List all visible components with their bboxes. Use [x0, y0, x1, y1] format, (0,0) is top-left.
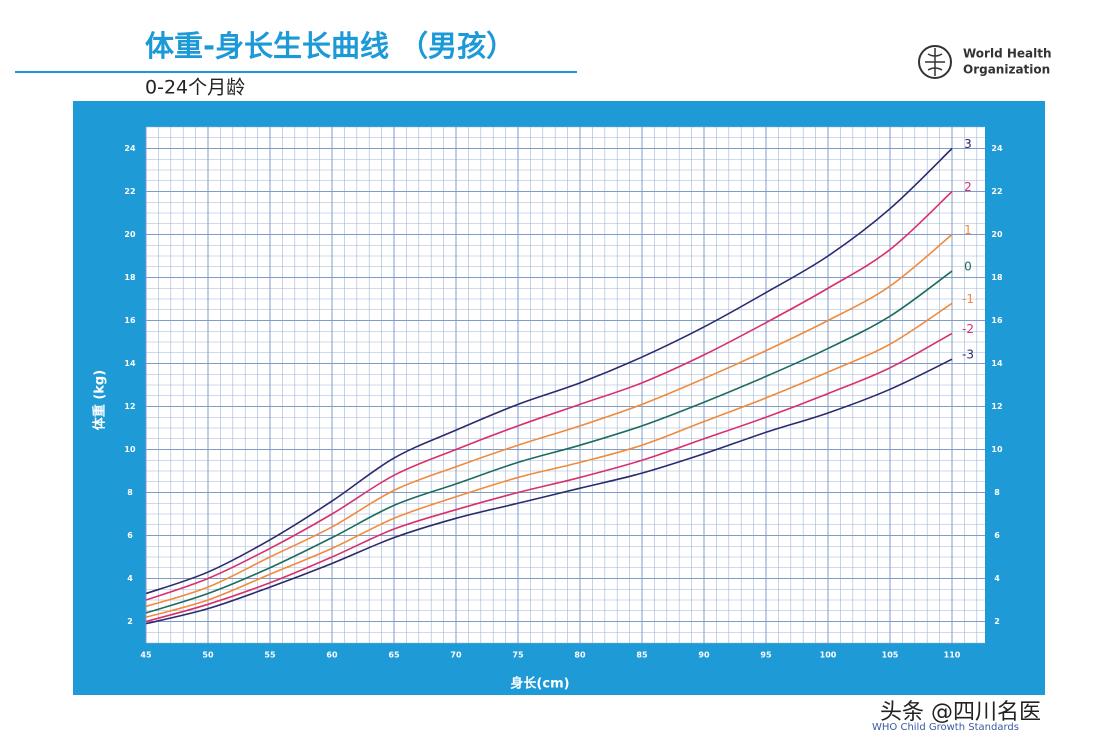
y-tick-label: 16 [124, 316, 136, 325]
x-tick-label: 110 [944, 651, 961, 660]
legend-label: -1 [962, 292, 974, 306]
x-axis-label: 身长(cm) [510, 676, 569, 692]
legend-label: 3 [964, 137, 972, 151]
y-tick-label-right: 8 [994, 488, 1000, 497]
y-tick-label: 8 [127, 488, 133, 497]
legend-label: 0 [964, 260, 972, 274]
who-logo [918, 45, 952, 79]
x-tick-label: 80 [574, 651, 586, 660]
title: 体重-身长生长曲线 （男孩） [145, 29, 515, 63]
logo-text: World Health [963, 47, 1052, 61]
subtitle: 0-24个月龄 [145, 77, 245, 99]
y-tick-label-right: 22 [991, 187, 1002, 196]
legend-label: 1 [964, 223, 972, 237]
y-tick-label: 2 [127, 617, 133, 626]
legend-label: 2 [964, 180, 972, 194]
y-tick-label-right: 2 [994, 617, 1000, 626]
curve [145, 190, 953, 601]
x-tick-label: 60 [326, 651, 338, 660]
legend-label: -3 [962, 348, 974, 362]
y-tick-label: 12 [124, 402, 135, 411]
y-tick-label-right: 4 [994, 574, 1000, 583]
legend-label: -2 [962, 322, 974, 336]
logo-text: Organization [963, 63, 1050, 77]
y-tick-label: 10 [124, 445, 136, 454]
y-tick-label: 24 [124, 144, 136, 153]
x-tick-label: 95 [760, 651, 772, 660]
curve [145, 358, 953, 625]
y-tick-label: 18 [124, 273, 136, 282]
curve [145, 233, 953, 608]
curve [145, 147, 953, 595]
y-tick-label: 4 [127, 574, 133, 583]
x-tick-label: 65 [388, 651, 400, 660]
y-tick-label-right: 24 [991, 144, 1003, 153]
y-tick-label-right: 18 [991, 273, 1003, 282]
y-tick-label: 6 [127, 531, 133, 540]
y-axis-label: 体重 (kg) [92, 370, 108, 430]
y-tick-label-right: 20 [991, 230, 1003, 239]
x-tick-label: 105 [882, 651, 899, 660]
x-tick-label: 85 [636, 651, 648, 660]
curve [145, 332, 953, 623]
y-tick-label-right: 10 [991, 445, 1003, 454]
y-tick-label-right: 16 [991, 316, 1003, 325]
watermark: 头条 @四川名医 [880, 700, 1041, 725]
curve [145, 270, 953, 614]
x-tick-label: 90 [698, 651, 710, 660]
y-tick-label-right: 14 [991, 359, 1003, 368]
standards-note: WHO Child Growth Standards [872, 722, 1019, 733]
x-tick-label: 100 [820, 651, 837, 660]
x-tick-label: 45 [140, 651, 152, 660]
y-tick-label: 22 [124, 187, 135, 196]
x-tick-label: 55 [264, 651, 276, 660]
y-tick-label: 20 [124, 230, 136, 239]
x-tick-label: 75 [512, 651, 524, 660]
y-tick-label-right: 6 [994, 531, 1000, 540]
x-tick-label: 70 [450, 651, 462, 660]
x-tick-label: 50 [202, 651, 214, 660]
curve [145, 302, 953, 618]
y-tick-label-right: 12 [991, 402, 1002, 411]
y-tick-label: 14 [124, 359, 136, 368]
